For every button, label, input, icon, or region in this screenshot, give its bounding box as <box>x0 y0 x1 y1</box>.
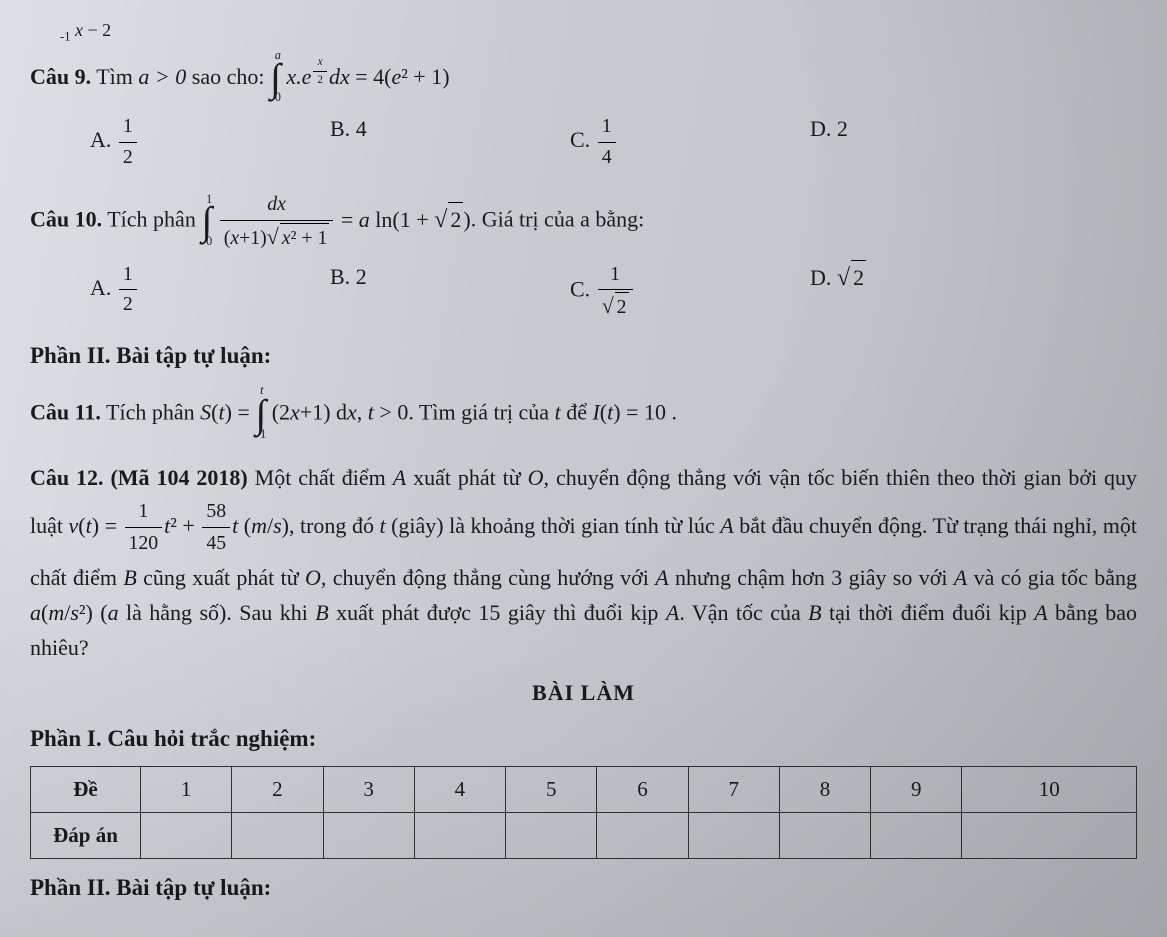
ans-1 <box>141 812 232 858</box>
col-7: 7 <box>688 766 779 812</box>
q9-label: Câu 9. <box>30 63 91 88</box>
q9-opt-c: C. 14 <box>570 112 810 172</box>
q10-opt-d: D. 2 <box>810 260 1010 323</box>
question-11: Câu 11. Tích phân S(t) = ∫t1 (2x+1) dx ,… <box>30 383 1137 446</box>
q12-text3: (a là hằng số). Sau khi B xuất phát được… <box>30 600 1137 660</box>
table-row-header: Đề 1 2 3 4 5 6 7 8 9 10 <box>31 766 1137 812</box>
ans-3 <box>323 812 414 858</box>
q10-integral: ∫10 dx(x+1)x² + 1 <box>201 190 335 253</box>
question-10: Câu 10. Tích phân ∫10 dx(x+1)x² + 1 = a … <box>30 190 1137 323</box>
q9-prompt-before: Tìm <box>96 63 138 88</box>
ans-8 <box>779 812 870 858</box>
col-6: 6 <box>597 766 688 812</box>
answer-table: Đề 1 2 3 4 5 6 7 8 9 10 Đáp án <box>30 766 1137 859</box>
row-label-de: Đề <box>31 766 141 812</box>
col-3: 3 <box>323 766 414 812</box>
q9-condition: a > 0 <box>138 63 186 88</box>
q12-text2: , trong đó t (giây) là khoảng thời gian … <box>30 513 1137 590</box>
col-9: 9 <box>871 766 962 812</box>
q10-opt-a: A. 12 <box>90 260 330 323</box>
q10-label: Câu 10. <box>30 207 102 232</box>
q10-tail: . Giá trị của a bằng: <box>471 207 645 232</box>
q12-ref: (Mã 104 2018) <box>110 465 247 490</box>
ans-10 <box>962 812 1137 858</box>
ans-6 <box>597 812 688 858</box>
ans-7 <box>688 812 779 858</box>
q11-before: Tích phân <box>106 400 200 425</box>
part1-heading: Phần I. Câu hỏi trắc nghiệm: <box>30 726 1137 752</box>
col-10: 10 <box>962 766 1137 812</box>
ans-2 <box>232 812 323 858</box>
q11-label: Câu 11. <box>30 400 101 425</box>
ans-4 <box>414 812 505 858</box>
q9-rhs: = 4(e² + 1) <box>355 63 449 88</box>
ans-9 <box>871 812 962 858</box>
col-8: 8 <box>779 766 870 812</box>
q9-integral: ∫a0 x.ex2dx = 4(e² + 1) <box>270 49 450 108</box>
part2-heading-repeat: Phần II. Bài tập tự luận: <box>30 875 1137 901</box>
question-12: Câu 12. (Mã 104 2018) Một chất điểm A xu… <box>30 460 1137 665</box>
partial-line: -1 x − 2 <box>60 20 1137 45</box>
row-label-dapan: Đáp án <box>31 812 141 858</box>
q9-opt-b: B. 4 <box>330 112 570 172</box>
col-2: 2 <box>232 766 323 812</box>
q10-prompt: Tích phân <box>107 207 201 232</box>
q10-rhs: = a ln(1 + 2) <box>341 207 471 232</box>
q12-label: Câu 12. <box>30 465 104 490</box>
q10-opt-c: C. 12 <box>570 260 810 323</box>
q10-opt-b: B. 2 <box>330 260 570 323</box>
ans-5 <box>506 812 597 858</box>
question-9: Câu 9. Tìm a > 0 sao cho: ∫a0 x.ex2dx = … <box>30 49 1137 173</box>
table-row-answers: Đáp án <box>31 812 1137 858</box>
bai-lam-heading: BÀI LÀM <box>30 680 1137 706</box>
q9-prompt-mid: sao cho: <box>192 63 270 88</box>
col-4: 4 <box>414 766 505 812</box>
col-5: 5 <box>506 766 597 812</box>
col-1: 1 <box>141 766 232 812</box>
q9-opt-d: D. 2 <box>810 112 1010 172</box>
q9-opt-a: A. 12 <box>90 112 330 172</box>
part2-heading: Phần II. Bài tập tự luận: <box>30 343 1137 369</box>
